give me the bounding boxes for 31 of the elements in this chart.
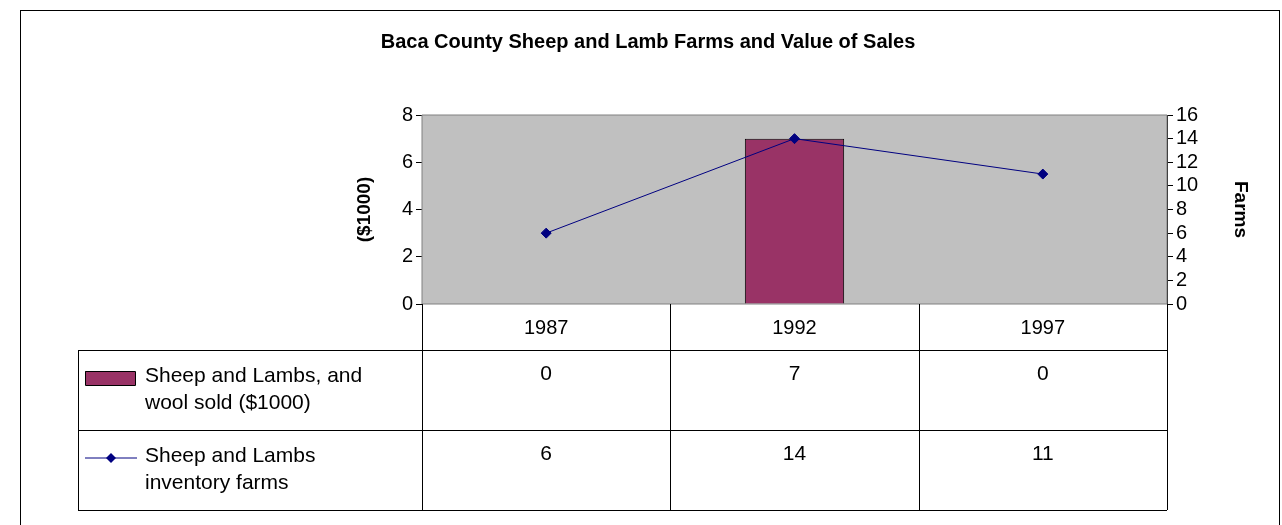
y-tick-label: 4: [401, 197, 413, 220]
point: [789, 133, 800, 145]
legend-label: Sheep and Lambs inventory farms: [145, 442, 316, 493]
y2-tick-label: 0: [1176, 291, 1188, 314]
y2-tick-label: 14: [1176, 126, 1199, 149]
data-label: 14: [782, 440, 807, 464]
chart-title: Baca County Sheep and Lamb Farms and Value of Sales: [380, 29, 916, 52]
data-label: 11: [1031, 440, 1054, 464]
data-label: 6: [540, 440, 553, 464]
x-tick-label: 1997: [1020, 315, 1066, 338]
legend-label: Sheep and Lambs, and wool sold ($1000): [144, 362, 363, 413]
y-axis-title: ($1000): [353, 176, 375, 243]
y2-axis-title: Farms: [1230, 180, 1252, 239]
y-tick-label: 2: [401, 244, 413, 267]
y-tick-label: 0: [401, 291, 413, 314]
data-label: 7: [788, 360, 801, 384]
data-label: 0: [540, 360, 553, 384]
x-tick-label: 1987: [523, 315, 569, 338]
y2-tick-label: 2: [1176, 267, 1188, 290]
point: [1037, 168, 1049, 180]
y2-tick-label: 4: [1176, 244, 1188, 267]
y2-tick-label: 8: [1176, 197, 1188, 220]
y2-tick-label: 16: [1176, 102, 1199, 125]
y2-tick-label: 10: [1176, 173, 1199, 196]
y2-tick-label: 12: [1176, 149, 1199, 172]
data-label: 0: [1036, 360, 1049, 384]
y-tick-label: 8: [401, 102, 413, 125]
y-tick-label: 6: [401, 149, 413, 172]
point: [540, 227, 552, 239]
y2-tick-label: 6: [1176, 220, 1188, 243]
x-tick-label: 1992: [772, 315, 817, 338]
